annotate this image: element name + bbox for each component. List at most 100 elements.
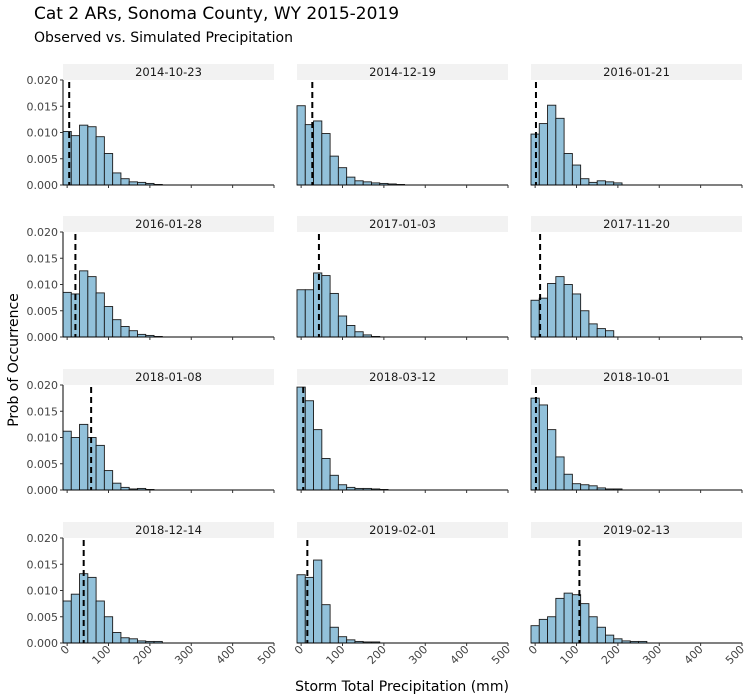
facet-grid: 2014-10-230.0000.0050.0100.0150.0202014-…: [27, 64, 747, 667]
histogram-bar: [70, 135, 80, 186]
y-tick-label: 0.010: [27, 432, 59, 445]
histogram-bar: [547, 104, 557, 186]
histogram-bar: [563, 153, 573, 186]
histogram-bar: [329, 474, 339, 491]
x-tick-label: 100: [90, 643, 114, 667]
y-tick-label: 0.010: [27, 127, 59, 140]
histogram-bar: [547, 283, 557, 338]
facet-strip-label: 2017-11-20: [603, 217, 670, 231]
y-tick-label: 0.010: [27, 585, 59, 598]
histogram-bar: [120, 326, 130, 338]
facet-strip-label: 2018-10-01: [603, 370, 670, 384]
histogram-bar: [120, 178, 130, 186]
histogram-bar: [580, 310, 590, 338]
histogram-bar: [596, 626, 606, 644]
facet-panel-2018-03-12: 2018-03-12: [296, 369, 509, 493]
x-tick-label: 500: [723, 643, 747, 667]
histogram-bar: [79, 124, 89, 186]
x-tick-label: 400: [214, 643, 238, 667]
x-tick-label: 400: [448, 643, 472, 667]
histogram-bar: [530, 625, 540, 644]
histogram-bar: [313, 120, 323, 186]
histogram-bar: [112, 632, 122, 644]
histogram-bar: [128, 330, 138, 338]
x-tick-label: 100: [324, 643, 348, 667]
histogram-bar: [79, 423, 89, 491]
x-tick-label: 200: [365, 643, 389, 667]
histogram-bar: [112, 482, 122, 491]
facet-strip-label: 2014-10-23: [135, 65, 202, 79]
histogram-bar: [313, 429, 323, 491]
histogram-bar: [313, 272, 323, 338]
histogram-bar: [580, 484, 590, 491]
x-tick-label: 0: [526, 643, 540, 657]
histogram-bar: [321, 458, 331, 491]
y-tick-label: 0.005: [27, 611, 59, 624]
histogram-bar: [62, 600, 72, 644]
facet-strip: [531, 216, 742, 232]
histogram-bar: [547, 616, 557, 644]
histogram-bar: [70, 593, 80, 644]
histogram-bar: [538, 404, 548, 491]
y-tick-label: 0.005: [27, 458, 59, 471]
facet-panel-2018-01-08: 2018-01-08 0.000 0.005 0.010 0.015 0.020: [27, 369, 275, 497]
histogram-bar: [112, 172, 122, 186]
histogram-bar: [596, 328, 606, 338]
histogram-bar: [321, 133, 331, 186]
facet-panel-2017-01-03: 2017-01-03: [296, 216, 509, 340]
x-tick-label: 200: [599, 643, 623, 667]
histogram-bar: [555, 276, 565, 338]
y-tick-label: 0.020: [27, 74, 59, 87]
histogram-bar: [296, 574, 306, 644]
x-tick-label: 100: [558, 643, 582, 667]
facet-strip-label: 2018-01-08: [135, 370, 202, 384]
histogram-bar: [547, 429, 557, 491]
histogram-bar: [346, 176, 356, 186]
facet-strip: [63, 522, 274, 538]
histogram-bar: [87, 276, 97, 338]
facet-strip: [531, 369, 742, 385]
facet-panel-2016-01-21: 2016-01-21: [530, 64, 743, 188]
histogram-bar: [128, 638, 138, 644]
facet-strip-label: 2019-02-01: [369, 523, 436, 537]
histogram-bar: [87, 126, 97, 186]
histogram-bar: [112, 319, 122, 338]
facet-strip-label: 2018-12-14: [135, 523, 202, 537]
facet-strip: [63, 216, 274, 232]
histogram-bar: [321, 604, 331, 644]
y-tick-label: 0.020: [27, 379, 59, 392]
histogram-bar: [321, 275, 331, 338]
facet-strip: [297, 522, 508, 538]
histogram-bar: [337, 636, 348, 644]
histogram-bar: [329, 626, 339, 644]
histogram-bar: [304, 289, 314, 338]
histogram-bar: [95, 600, 105, 644]
histogram-bar: [354, 331, 364, 338]
y-tick-label: 0.010: [27, 279, 59, 292]
histogram-bar: [555, 597, 565, 644]
facet-panel-2014-12-19: 2014-12-19: [296, 64, 509, 188]
x-tick-label: 300: [640, 643, 664, 667]
histogram-bar: [613, 638, 623, 644]
facet-strip: [63, 64, 274, 80]
facet-strip-label: 2016-01-21: [603, 65, 670, 79]
histogram-bar: [304, 400, 314, 491]
facet-panel-2018-12-14: 2018-12-14 0.000 0.005 0.010 0.015 0.020 0 100 2…: [27, 522, 279, 667]
chart-title: Cat 2 ARs, Sonoma County, WY 2015-2019: [34, 4, 400, 24]
histogram-bar: [596, 180, 606, 186]
histogram-bar: [337, 315, 348, 338]
facet-panel-2016-01-28: 2016-01-28 0.000 0.005 0.010 0.015 0.020: [27, 216, 275, 344]
histogram-bar: [296, 105, 306, 186]
histogram-bar: [588, 323, 598, 338]
y-tick-label: 0.005: [27, 153, 59, 166]
y-tick-label: 0.020: [27, 226, 59, 239]
facet-panel-2019-02-01: 2019-02-01 0 100 200 300 400 500: [292, 522, 513, 667]
facet-strip: [531, 64, 742, 80]
y-tick-label: 0.000: [27, 484, 59, 497]
facet-strip-label: 2016-01-28: [135, 217, 202, 231]
histogram-bar: [571, 483, 582, 491]
histogram-bar: [103, 470, 114, 491]
y-tick-label: 0.005: [27, 305, 59, 318]
facet-panel-2018-10-01: 2018-10-01: [530, 369, 743, 493]
